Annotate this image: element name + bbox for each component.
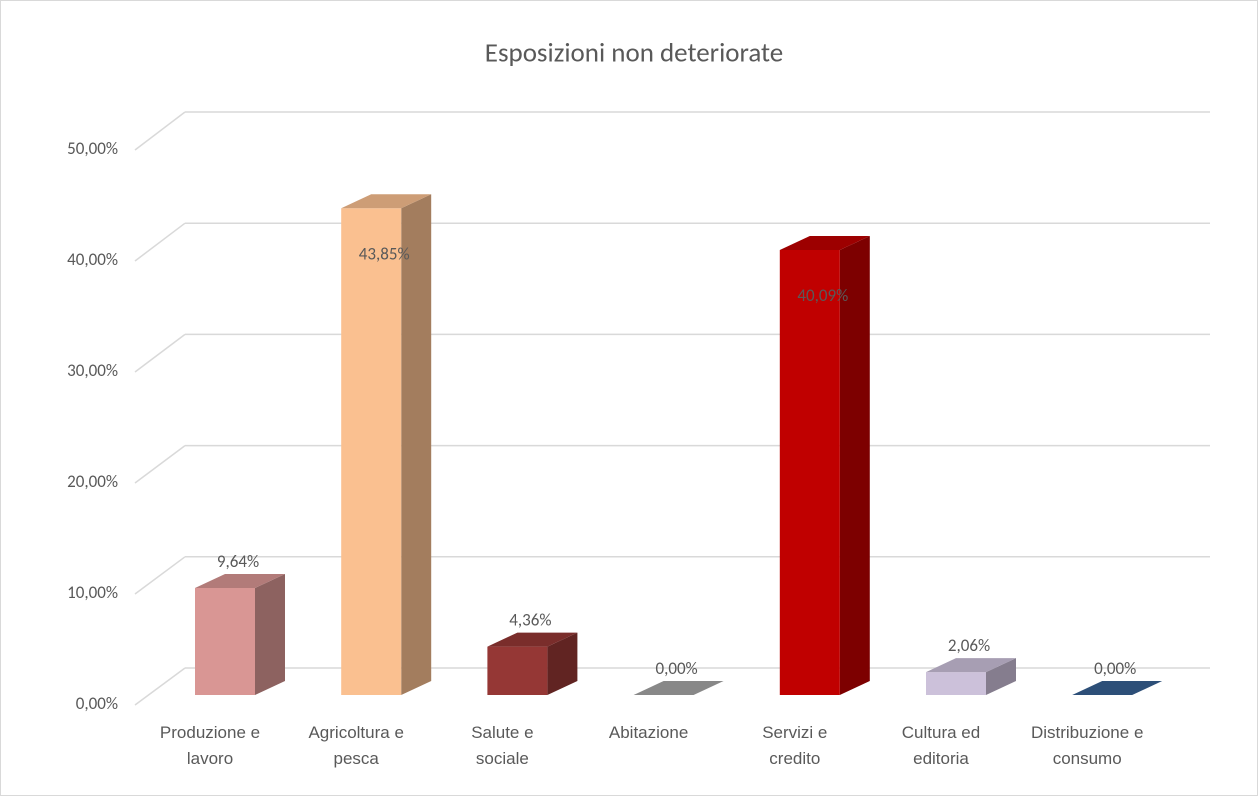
data-label: 40,09% [797, 285, 848, 306]
bar-front [779, 250, 840, 695]
x-tick-label-box: Servizi e credito [762, 723, 828, 768]
bar [1072, 681, 1163, 695]
bar-top [1072, 681, 1163, 695]
bar [195, 573, 285, 695]
bar-side [255, 573, 285, 695]
bar-top [341, 194, 432, 209]
bar-side [401, 194, 432, 695]
x-tick-label-box: Salute e sociale [471, 723, 534, 768]
chart-title: Esposizioni non deteriorate [485, 36, 783, 69]
grid-line [134, 444, 186, 484]
y-tick-label: 30,00% [67, 360, 118, 381]
bar [487, 632, 578, 695]
bar-top [926, 658, 1016, 673]
bar-side [986, 658, 1016, 695]
data-label: 2,06% [948, 635, 990, 656]
x-tick-label: Cultura ed editoria [901, 723, 981, 768]
y-tick-label: 50,00% [67, 138, 118, 159]
bar-front [926, 672, 986, 695]
x-tick-label: Produzione e lavoro [159, 723, 261, 768]
data-label: 43,85% [359, 243, 410, 264]
data-label: 4,36% [509, 610, 551, 631]
bar-top [779, 236, 870, 251]
bar-front [341, 208, 402, 695]
bar [633, 681, 724, 695]
grid-line [134, 111, 186, 151]
bar-side [547, 632, 578, 695]
bar-side [839, 236, 870, 695]
y-tick-label: 0,00% [76, 693, 118, 714]
grid-line [134, 556, 186, 595]
x-tick-label-box: Agricoltura e pesca [308, 723, 404, 768]
x-tick-label: Abitazione [608, 723, 689, 742]
x-tick-label: Distribuzione e consumo [1030, 723, 1144, 768]
bar-top [633, 681, 724, 695]
x-tick-label-box: Produzione e lavoro [159, 723, 261, 768]
bar-front [195, 587, 255, 695]
x-tick-label: Servizi e credito [762, 723, 828, 768]
x-tick-label: Salute e sociale [471, 723, 534, 768]
bar-top [195, 573, 285, 588]
bar [926, 658, 1016, 695]
grid-line [134, 222, 186, 262]
bar-front [487, 646, 548, 695]
data-label: 0,00% [1094, 658, 1136, 679]
x-tick-label-box: Cultura ed editoria [901, 723, 981, 768]
grid-line [134, 667, 186, 706]
x-tick-label-box: Distribuzione e consumo [1030, 723, 1144, 768]
x-tick-label: Agricoltura e pesca [308, 723, 404, 768]
bar-top [487, 632, 578, 647]
y-tick-label: 10,00% [67, 582, 118, 603]
x-tick-label-box: Abitazione [608, 723, 689, 742]
bar [341, 194, 432, 695]
y-tick-label: 20,00% [67, 471, 118, 492]
bar [779, 236, 870, 695]
data-label: 9,64% [217, 551, 259, 572]
grid-line [134, 333, 186, 373]
data-label: 0,00% [655, 658, 697, 679]
y-tick-label: 40,00% [67, 249, 118, 270]
